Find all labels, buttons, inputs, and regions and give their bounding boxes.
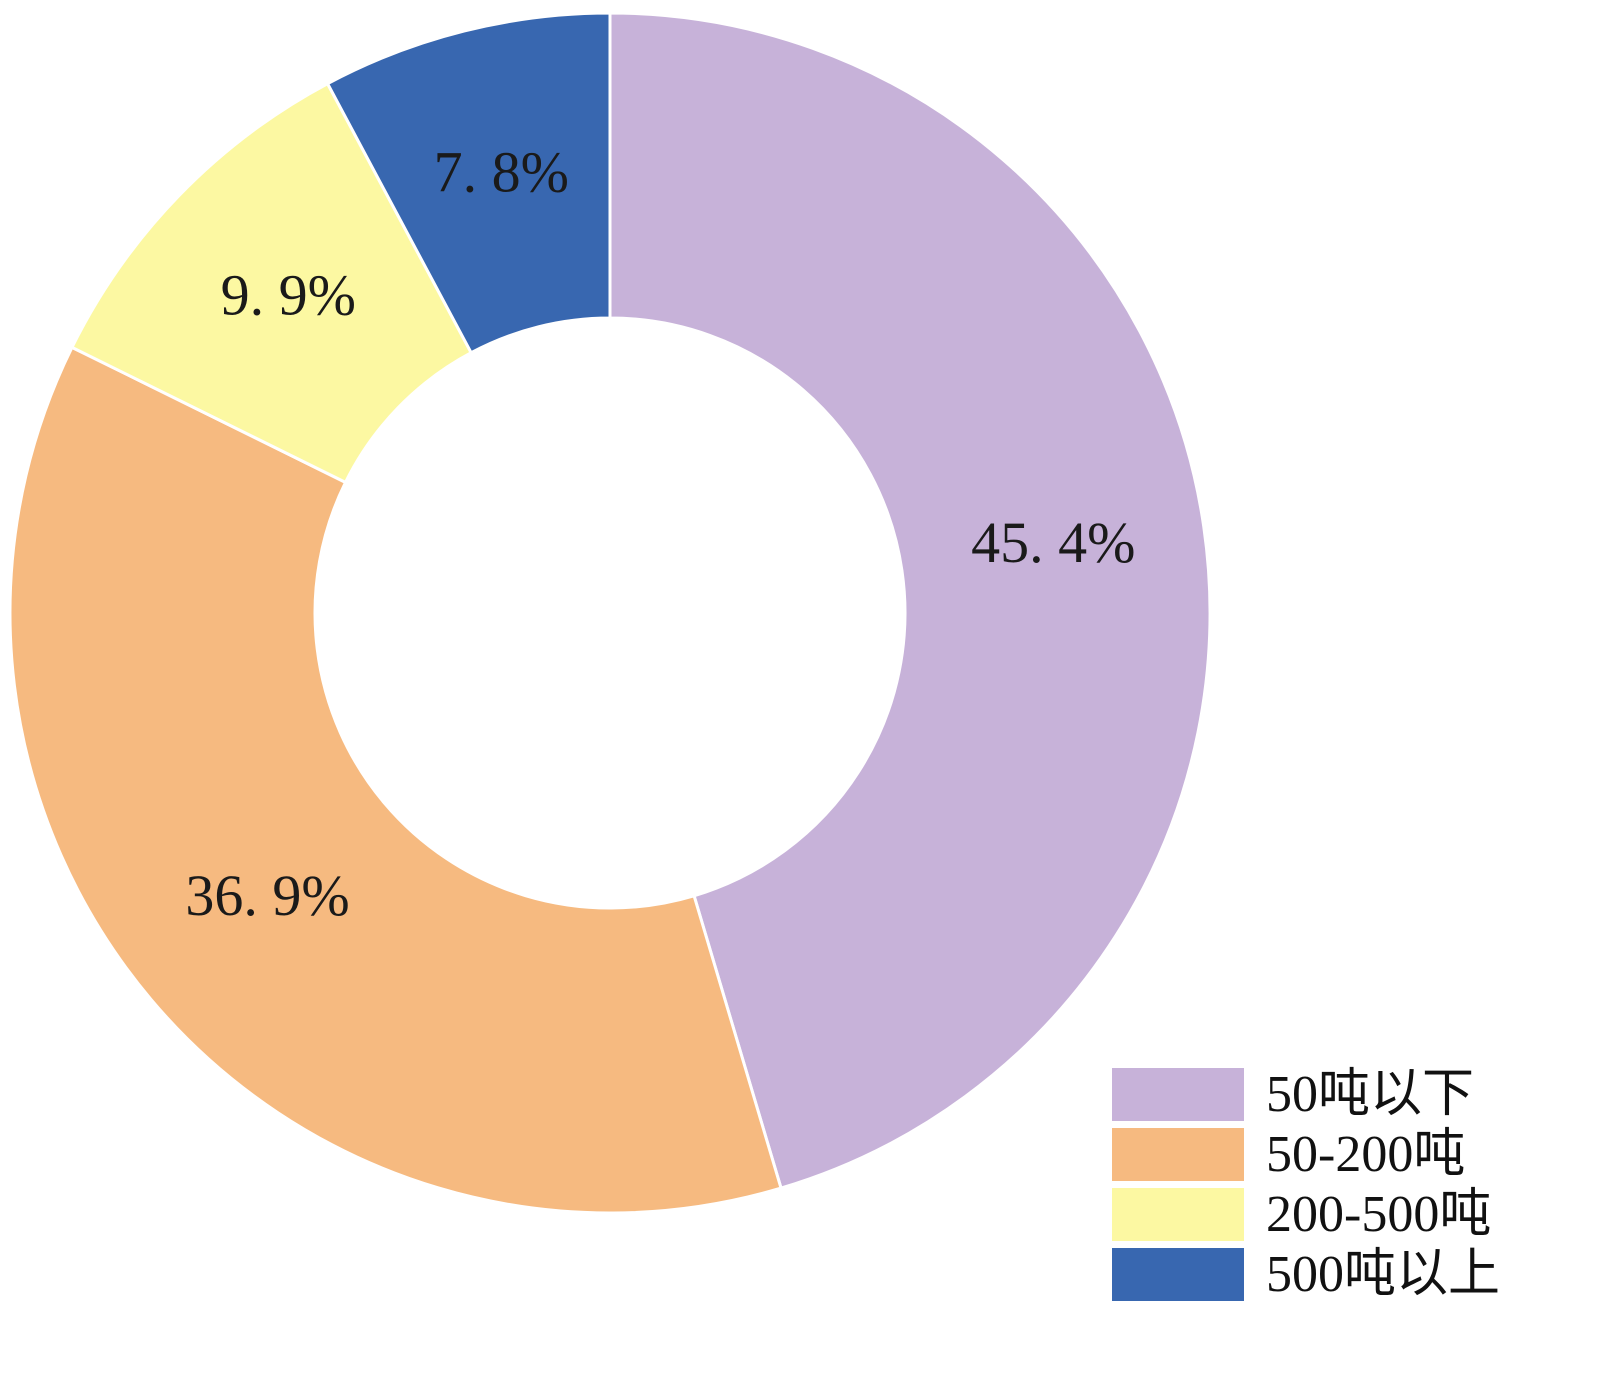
legend-label-1: 50-200吨 [1266, 1125, 1466, 1183]
legend-swatch-2 [1112, 1188, 1244, 1241]
legend-item-2: 200-500吨 [1112, 1188, 1500, 1241]
legend-swatch-1 [1112, 1128, 1244, 1181]
legend-label-2: 200-500吨 [1266, 1185, 1492, 1243]
legend-label-3: 500吨以上 [1266, 1245, 1501, 1303]
legend-swatch-0 [1112, 1068, 1244, 1121]
pie-slice-3 [326, 11, 612, 355]
pie-slice-0 [608, 11, 1212, 1190]
legend-item-1: 50-200吨 [1112, 1128, 1500, 1181]
legend-label-0: 50吨以下 [1266, 1065, 1475, 1123]
legend-item-0: 50吨以下 [1112, 1068, 1500, 1121]
slice-value-label-0: 45. 4% [971, 510, 1135, 575]
pie-slice-1 [8, 345, 783, 1215]
slice-value-label-1: 36. 9% [185, 863, 349, 928]
legend-item-3: 500吨以上 [1112, 1248, 1500, 1301]
pie-slice-2 [70, 82, 473, 484]
legend-swatch-3 [1112, 1248, 1244, 1301]
chart-legend: 50吨以下 50-200吨 200-500吨 500吨以上 [1112, 1068, 1500, 1301]
slice-value-label-2: 9. 9% [221, 263, 356, 328]
slice-value-label-3: 7. 8% [434, 140, 569, 205]
